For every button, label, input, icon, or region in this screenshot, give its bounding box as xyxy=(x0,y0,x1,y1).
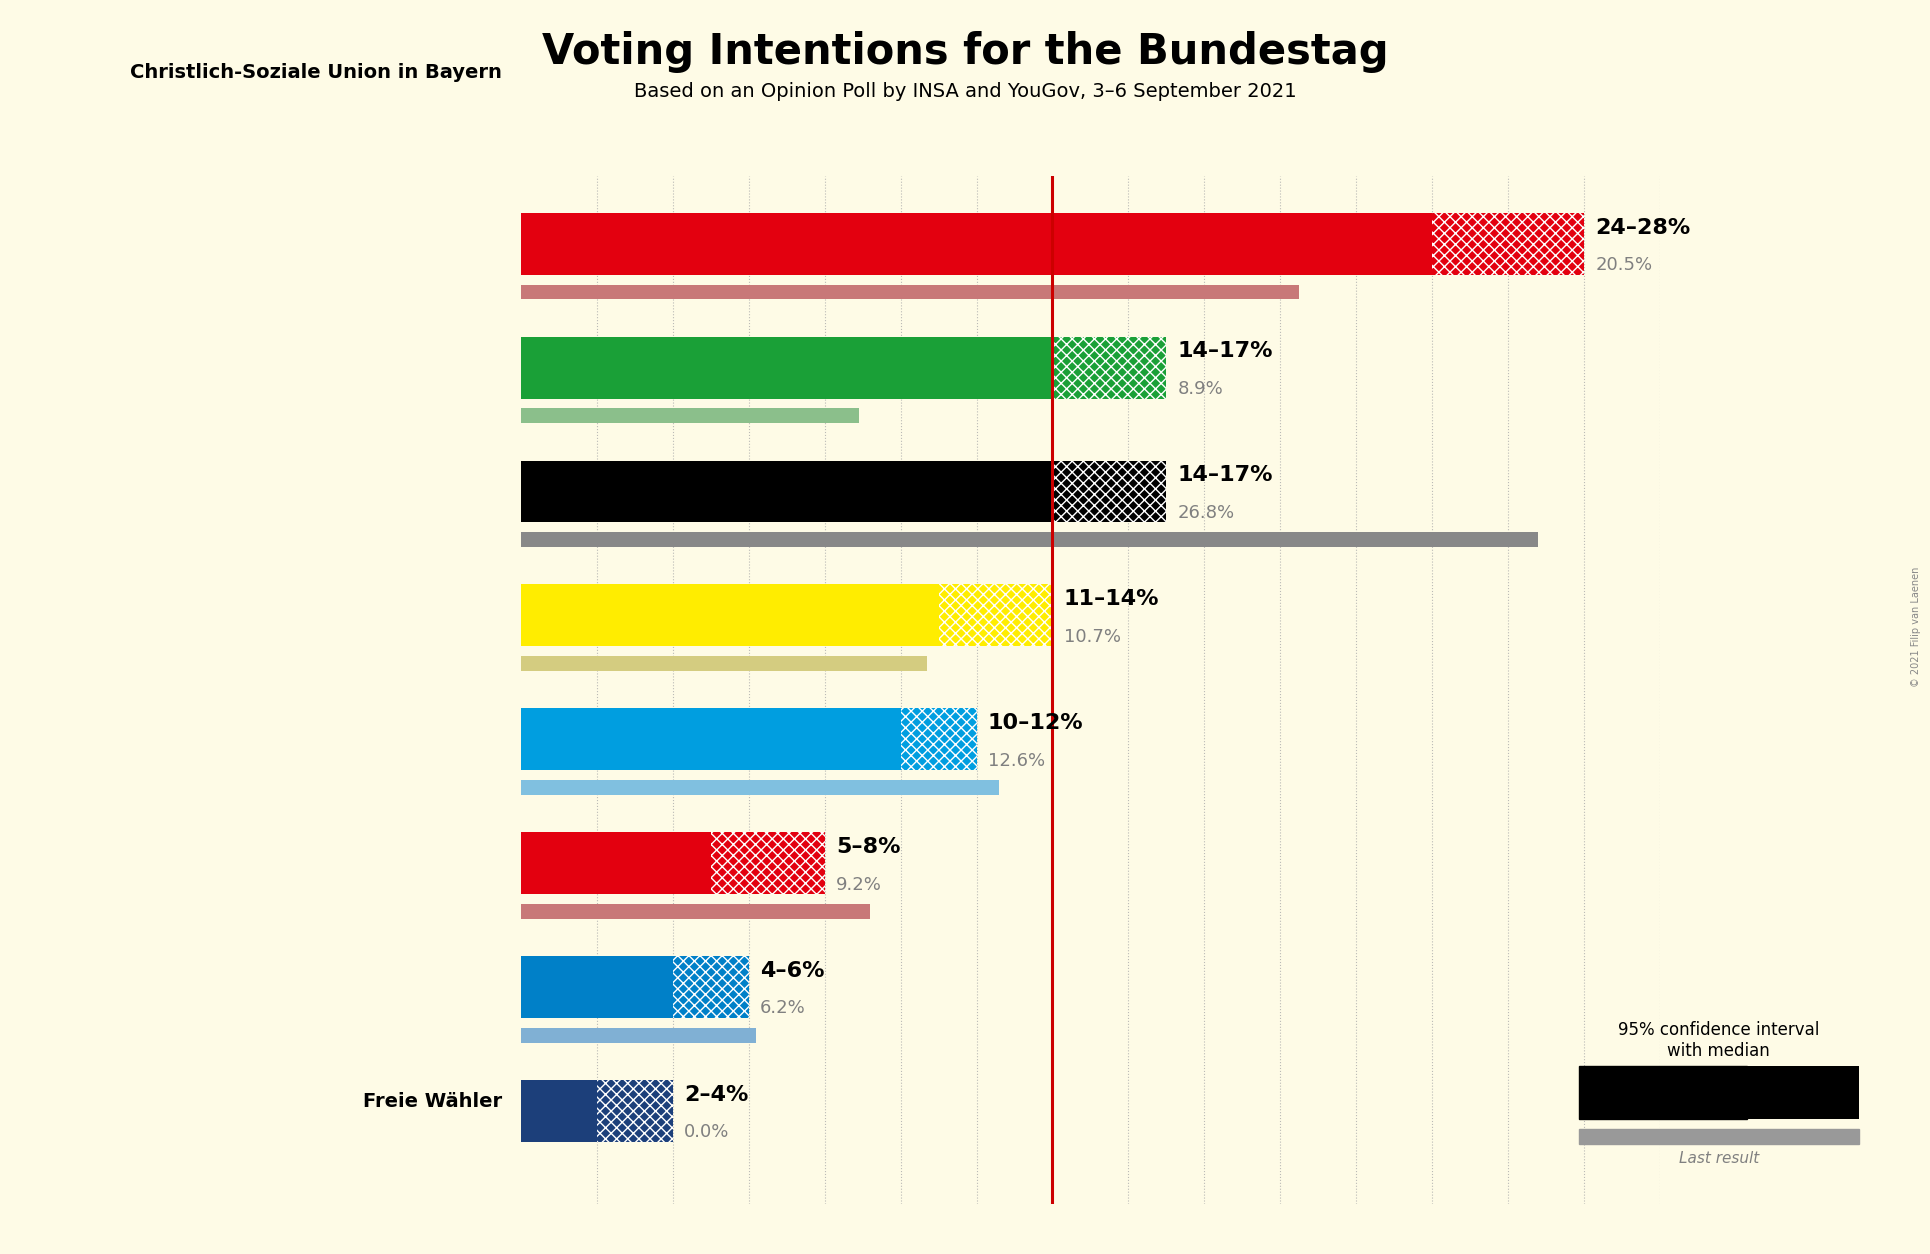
Bar xyxy=(521,956,674,1018)
Bar xyxy=(521,1028,757,1043)
Bar xyxy=(521,584,938,646)
Bar xyxy=(521,533,1538,547)
Bar xyxy=(521,409,859,424)
Bar xyxy=(521,656,926,671)
Text: 9.2%: 9.2% xyxy=(836,875,882,894)
Text: 5–8%: 5–8% xyxy=(836,836,901,856)
Bar xyxy=(710,833,824,894)
Text: 26.8%: 26.8% xyxy=(1177,504,1235,522)
Text: Last result: Last result xyxy=(1679,1151,1758,1166)
Bar xyxy=(521,460,1052,523)
Bar xyxy=(521,213,1432,275)
Text: 14–17%: 14–17% xyxy=(1177,465,1274,485)
Text: Freie Wähler: Freie Wähler xyxy=(363,1091,502,1111)
Text: 11–14%: 11–14% xyxy=(1063,589,1160,609)
Text: 0.0%: 0.0% xyxy=(685,1124,730,1141)
Bar xyxy=(596,1080,674,1142)
Text: 6.2%: 6.2% xyxy=(760,999,807,1017)
Bar xyxy=(521,336,1052,399)
Text: 8.9%: 8.9% xyxy=(1177,380,1224,398)
Bar xyxy=(674,956,749,1018)
Text: 4–6%: 4–6% xyxy=(760,961,824,981)
Text: 10–12%: 10–12% xyxy=(988,714,1083,734)
Bar xyxy=(1052,336,1166,399)
Text: 14–17%: 14–17% xyxy=(1177,341,1274,361)
Text: Voting Intentions for the Bundestag: Voting Intentions for the Bundestag xyxy=(542,31,1388,73)
Text: 95% confidence interval
with median: 95% confidence interval with median xyxy=(1617,1021,1820,1060)
Bar xyxy=(521,285,1299,300)
Text: 20.5%: 20.5% xyxy=(1596,256,1652,275)
Text: 24–28%: 24–28% xyxy=(1596,217,1691,237)
Bar xyxy=(521,780,1000,795)
Text: Christlich-Soziale Union in Bayern: Christlich-Soziale Union in Bayern xyxy=(129,63,502,83)
Bar xyxy=(521,709,901,770)
Bar xyxy=(521,1080,596,1142)
Bar xyxy=(1052,460,1166,523)
Bar xyxy=(901,709,977,770)
Text: © 2021 Filip van Laenen: © 2021 Filip van Laenen xyxy=(1911,567,1922,687)
Bar xyxy=(938,584,1052,646)
Text: Based on an Opinion Poll by INSA and YouGov, 3–6 September 2021: Based on an Opinion Poll by INSA and You… xyxy=(633,82,1297,100)
Bar xyxy=(521,833,710,894)
Bar xyxy=(521,904,870,919)
Bar xyxy=(1432,213,1585,275)
Text: 2–4%: 2–4% xyxy=(685,1085,749,1105)
Text: 12.6%: 12.6% xyxy=(988,751,1044,770)
Text: 10.7%: 10.7% xyxy=(1063,628,1121,646)
